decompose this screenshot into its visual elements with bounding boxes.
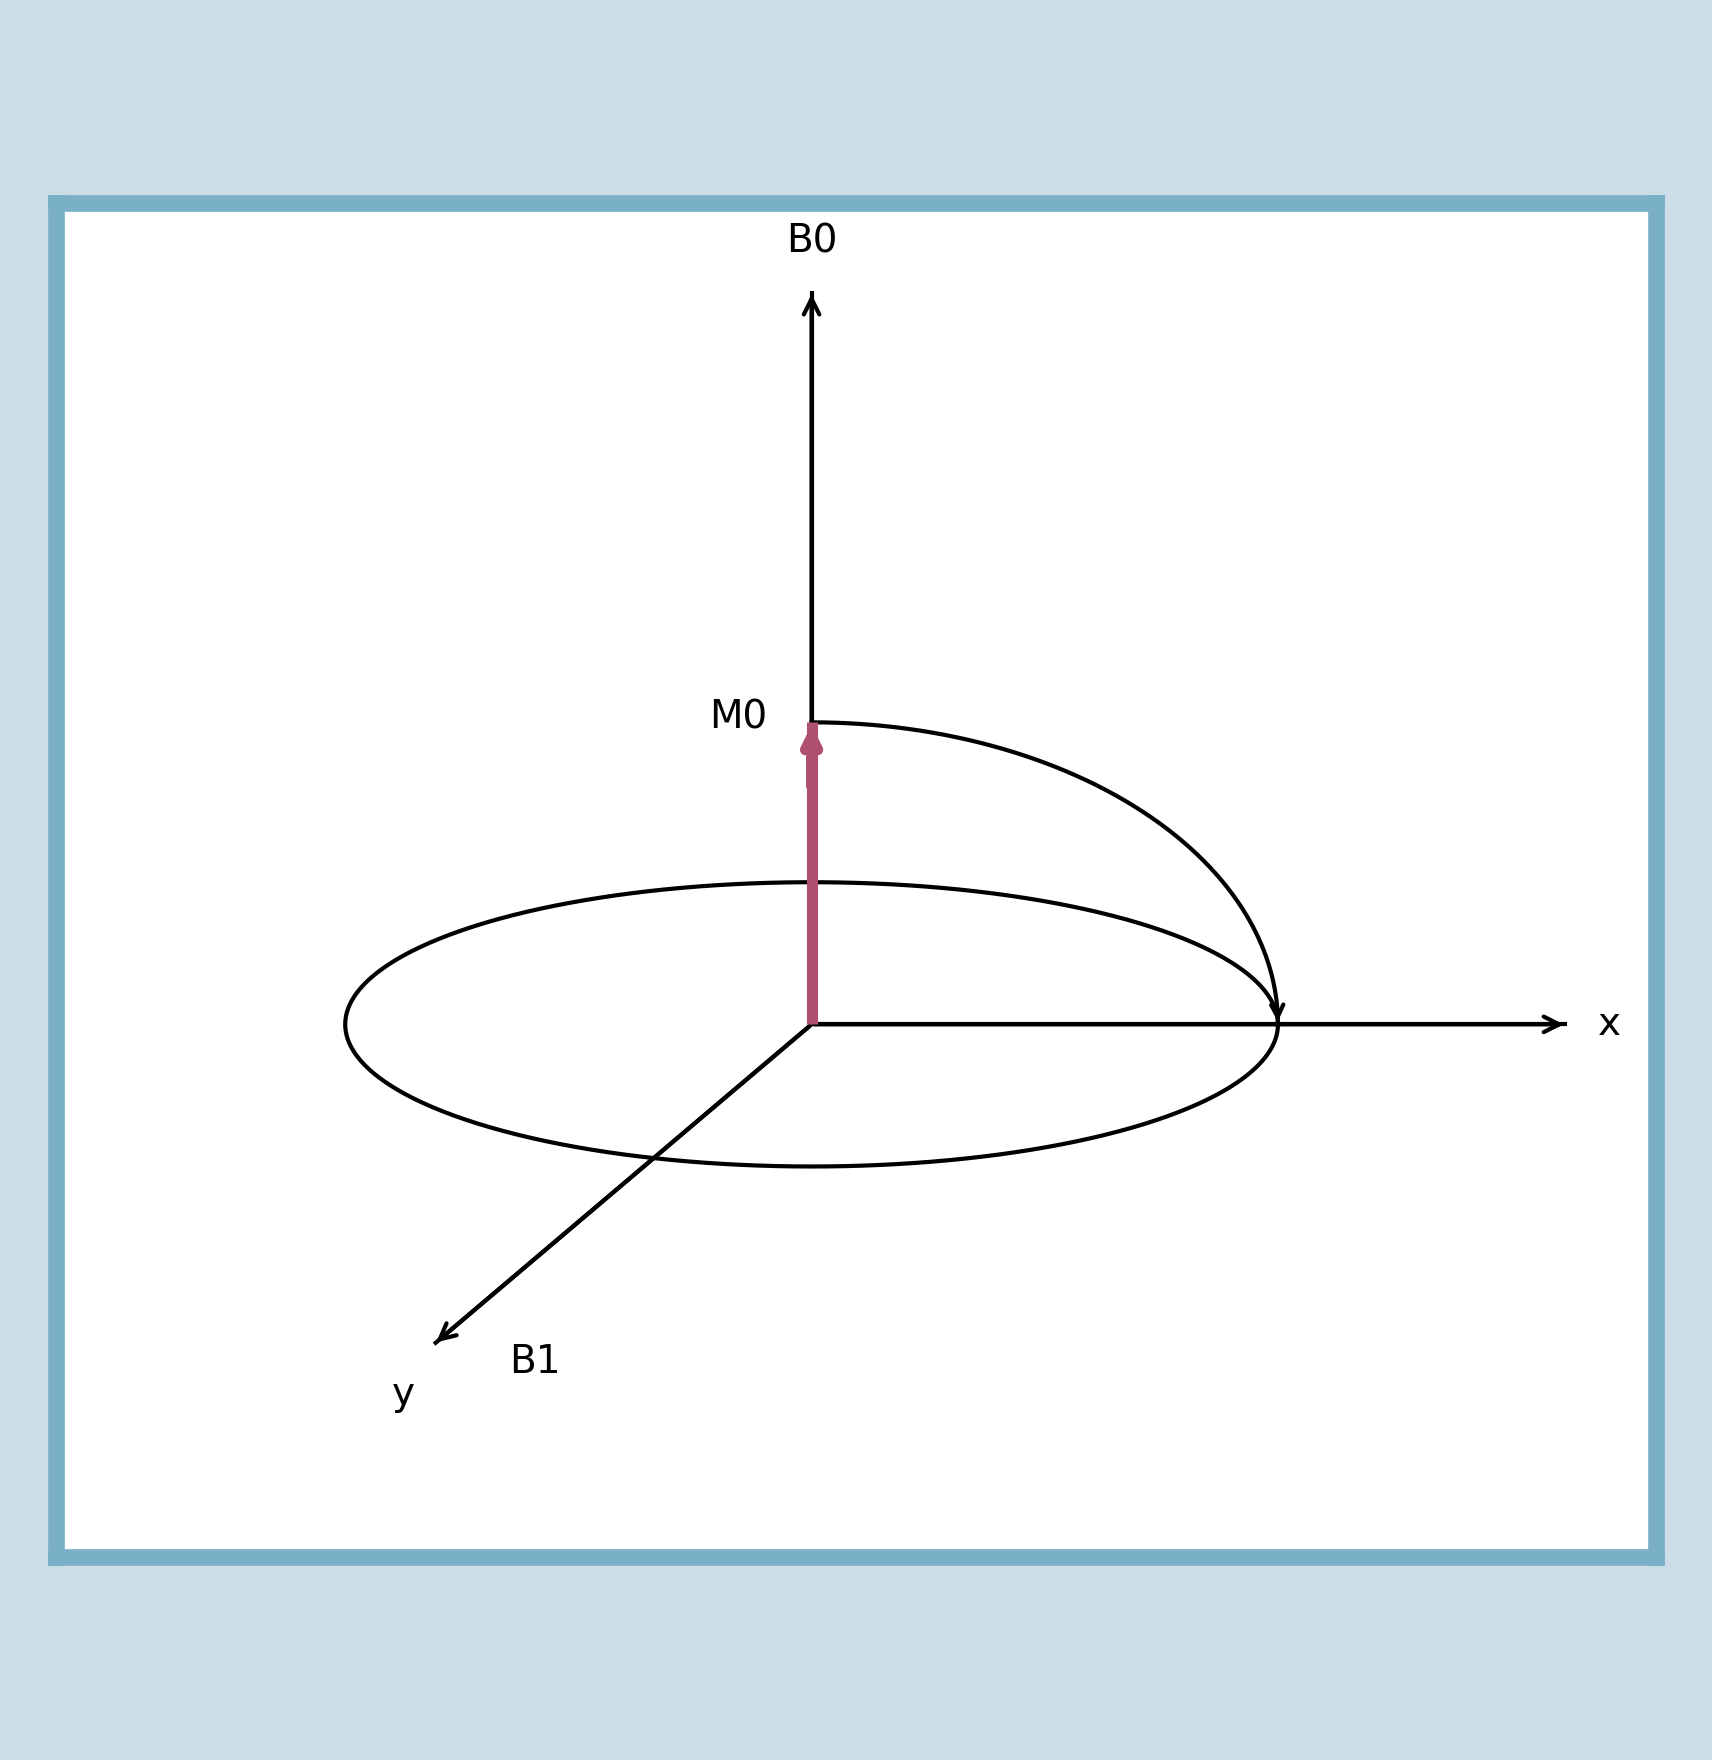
Text: B0: B0 bbox=[786, 222, 837, 260]
Text: B1: B1 bbox=[510, 1343, 562, 1382]
Text: M0: M0 bbox=[709, 699, 767, 737]
Text: y: y bbox=[392, 1375, 414, 1413]
Text: x: x bbox=[1597, 1005, 1621, 1044]
